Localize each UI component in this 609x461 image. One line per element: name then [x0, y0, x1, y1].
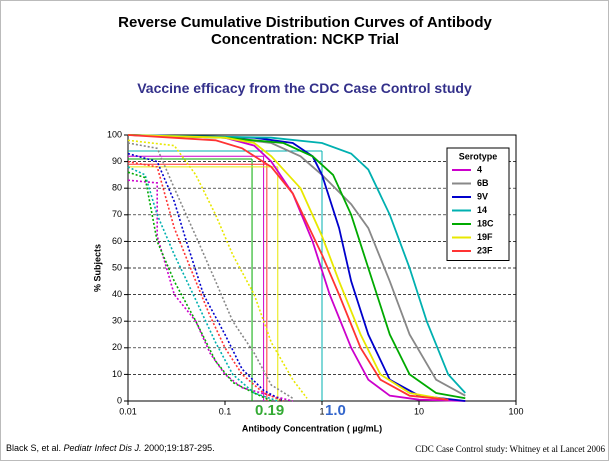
legend-title: Serotype — [459, 151, 498, 161]
footnote-journal: Pediatr Infect Dis J. — [63, 443, 142, 453]
legend-label: 23F — [477, 245, 493, 255]
legend-label: 19F — [477, 232, 493, 242]
legend-box — [446, 147, 510, 261]
series-line — [127, 134, 449, 401]
y-tick-label: 50 — [112, 262, 122, 272]
control-line — [127, 142, 294, 399]
y-tick-label: 70 — [112, 209, 122, 219]
series-line — [127, 134, 466, 394]
x-tick-label: 100 — [508, 406, 523, 416]
x-tick-label: 10 — [414, 406, 424, 416]
control-line — [127, 166, 279, 402]
y-tick-label: 30 — [112, 316, 122, 326]
x-tick-label: 1 — [319, 406, 324, 416]
x-tick-label: 0.1 — [219, 406, 232, 416]
control-line — [127, 160, 284, 402]
y-tick-label: 80 — [112, 183, 122, 193]
series-line — [127, 134, 466, 402]
legend-label: 6B — [477, 178, 489, 188]
chart-title: Reverse Cumulative Distribution Curves o… — [118, 14, 492, 48]
legend-label: 9V — [477, 191, 488, 201]
footnote: Black S, et al. Pediatr Infect Dis J. 20… — [6, 443, 215, 453]
x-axis-label: Antibody Concentration ( µg/mL) — [242, 423, 382, 433]
y-tick-label: 40 — [112, 289, 122, 299]
chart-subtitle: Vaccine efficacy from the CDC Case Contr… — [137, 80, 472, 96]
y-tick-label: 90 — [112, 156, 122, 166]
y-tick-label: 100 — [107, 129, 122, 139]
control-line — [127, 152, 284, 402]
footnote-text: Black S, et al. — [6, 443, 64, 453]
y-tick-label: 10 — [112, 369, 122, 379]
series-line — [127, 134, 466, 402]
legend-label: 4 — [477, 164, 482, 174]
footnote-text: 2000;19:187-295. — [141, 443, 215, 453]
series-line — [127, 134, 466, 400]
source-note: CDC Case Control study: Whitney et al La… — [415, 444, 605, 454]
y-tick-label: 20 — [112, 342, 122, 352]
y-tick-label: 60 — [112, 236, 122, 246]
y-axis-label: % Subjects — [92, 244, 102, 292]
x-tick-label: 0.01 — [119, 406, 137, 416]
series-line — [127, 134, 449, 401]
legend-label: 18C — [477, 218, 494, 228]
annotation: 1.0 — [325, 402, 346, 419]
legend-label: 14 — [477, 205, 487, 215]
annotation: 0.19 — [255, 402, 284, 419]
y-tick-label: 0 — [117, 395, 122, 405]
